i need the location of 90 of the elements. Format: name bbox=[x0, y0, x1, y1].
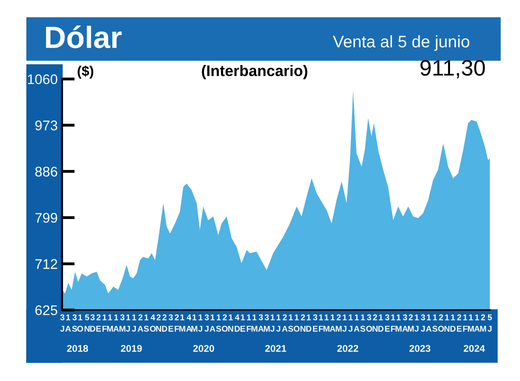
y-tick-label: 886 bbox=[35, 166, 58, 177]
x-tick-label: 3 E bbox=[312, 314, 318, 332]
x-tick-label: 1 S bbox=[360, 314, 366, 332]
x-tick-label: 3 J bbox=[420, 314, 426, 332]
x-tick-label: 1 M bbox=[251, 314, 258, 332]
x-tick-label: 1 M bbox=[324, 314, 330, 332]
x-tick-label: 1 F bbox=[102, 314, 107, 332]
x-tick-label: 1 D bbox=[378, 314, 384, 332]
x-tick-label: 1 S bbox=[144, 314, 149, 332]
x-tick-label: 1 J bbox=[342, 314, 347, 332]
x-tick-label: 1 J bbox=[270, 314, 275, 332]
x-tick-label: 5 J bbox=[488, 314, 492, 332]
x-tick-label: 3 D bbox=[90, 314, 96, 332]
text: 2020 bbox=[193, 344, 214, 352]
chart-subtitle: Venta al 5 de junio bbox=[332, 35, 470, 51]
x-tick-label: 1 F bbox=[391, 314, 396, 332]
x-tick-label: 1 J bbox=[126, 314, 130, 332]
x-tick-label: 4 O bbox=[150, 314, 156, 332]
y-tick-label: 712 bbox=[35, 259, 58, 269]
y-tick-label: 625 bbox=[35, 305, 58, 316]
x-tick-label: 1 M bbox=[107, 314, 113, 332]
x-tick-label: 5 N bbox=[84, 314, 90, 332]
text: 911,30 bbox=[420, 60, 485, 78]
x-tick-label: 1 A bbox=[354, 314, 360, 332]
y-tick-label: 799 bbox=[35, 212, 58, 223]
x-tick-label: 2 N bbox=[372, 314, 378, 332]
x-tick-label: 1 A bbox=[65, 314, 71, 332]
text: 2023 bbox=[409, 344, 430, 352]
x-tick-label: 2 O bbox=[222, 314, 228, 332]
text: 2024 bbox=[464, 344, 485, 352]
x-tick-label: 1 N bbox=[444, 314, 450, 332]
x-tick-label: 2 E bbox=[456, 314, 462, 332]
x-tick-label: 2 E bbox=[96, 314, 101, 332]
x-tick-label: 1 F bbox=[318, 314, 324, 332]
x-tick-label: 2 F bbox=[174, 314, 179, 332]
x-tick-label: 1 J bbox=[414, 314, 419, 332]
x-tick-label: 1 D bbox=[450, 314, 456, 332]
x-tick-label: 2 M bbox=[480, 314, 486, 332]
x-tick-label: 2 A bbox=[282, 314, 288, 332]
x-tick-label: 1 M bbox=[191, 314, 198, 332]
x-tick-label: 2 M bbox=[336, 314, 342, 332]
x-tick-label: 1 A bbox=[426, 314, 432, 332]
x-tick-label: 3 J bbox=[60, 314, 64, 332]
x-tick-label: 1 E bbox=[240, 314, 246, 332]
x-tick-label: 2 A bbox=[138, 314, 144, 332]
x-tick-label: 1 A bbox=[113, 314, 119, 332]
x-tick-label: 1 A bbox=[210, 314, 216, 332]
text: 2018 bbox=[67, 344, 88, 352]
x-tick-label: 3 M bbox=[120, 314, 126, 332]
x-tick-label: 1 J bbox=[348, 314, 353, 332]
x-tick-label: 3 J bbox=[204, 314, 209, 332]
x-tick-label: 1 O bbox=[77, 314, 84, 332]
x-tick-label: 1 M bbox=[179, 314, 186, 332]
x-tick-label: 1 J bbox=[198, 314, 203, 332]
x-tick-label: 1 S bbox=[216, 314, 222, 332]
x-tick-label: 1 J bbox=[276, 314, 281, 332]
x-tick-label: 2 O bbox=[438, 314, 444, 332]
x-tick-label: 1 M bbox=[396, 314, 402, 332]
x-tick-label: 3 E bbox=[385, 314, 390, 332]
x-tick-label: 3 S bbox=[72, 314, 78, 332]
text: 2021 bbox=[265, 344, 286, 352]
x-tick-label: 4 A bbox=[186, 314, 192, 332]
x-tick-label: 3 M bbox=[264, 314, 270, 332]
x-tick-label: 1 J bbox=[132, 314, 136, 332]
x-tick-label: 3 A bbox=[402, 314, 408, 332]
x-tick-label: 1 S bbox=[432, 314, 438, 332]
chart-title: Dólar bbox=[46, 25, 122, 48]
y-tick-label: 973 bbox=[35, 120, 58, 130]
x-tick-label: 1 F bbox=[246, 314, 252, 332]
x-tick-label: 1 A bbox=[474, 314, 480, 332]
x-tick-label: 1 A bbox=[330, 314, 336, 332]
x-tick-label: 2 N bbox=[300, 314, 306, 332]
x-tick-label: 1 S bbox=[288, 314, 294, 332]
x-tick-label: 1 M bbox=[468, 314, 474, 332]
x-tick-label: 1 O bbox=[294, 314, 300, 332]
x-tick-label: 2 N bbox=[156, 314, 162, 332]
x-tick-label: 2 M bbox=[408, 314, 414, 332]
x-tick-label: 3 O bbox=[366, 314, 372, 332]
x-tick-label: 1 N bbox=[228, 314, 234, 332]
x-tick-label: 1 D bbox=[306, 314, 312, 332]
x-tick-label: 4 D bbox=[234, 314, 240, 332]
text: 2019 bbox=[120, 344, 142, 352]
x-tick-label: 1 F bbox=[463, 314, 468, 332]
x-tick-label: 3 A bbox=[258, 314, 264, 332]
y-axis-title: ($) bbox=[78, 65, 94, 79]
x-tick-label: 2 D bbox=[162, 314, 168, 332]
annotation: (Interbancario) bbox=[202, 64, 308, 80]
text: 2022 bbox=[337, 344, 358, 352]
x-tick-label: 3 E bbox=[168, 314, 174, 332]
y-tick-label: 1060 bbox=[28, 74, 58, 84]
